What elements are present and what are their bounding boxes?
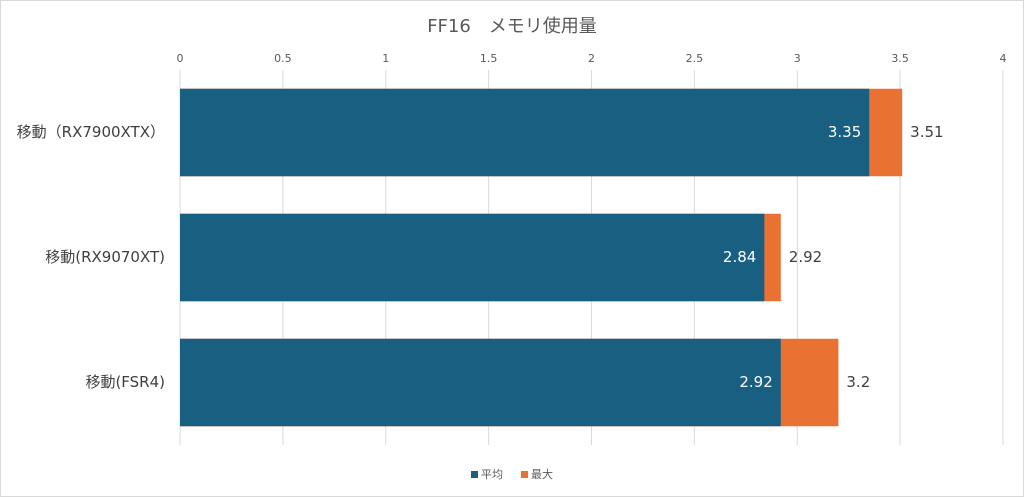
x-tick-label: 1.5 bbox=[480, 52, 498, 65]
x-tick-label: 4 bbox=[1000, 52, 1007, 65]
x-tick-label: 0 bbox=[177, 52, 184, 65]
data-label: 2.92 bbox=[789, 248, 822, 266]
y-tick-label: 移動(FSR4) bbox=[85, 373, 165, 391]
legend-swatch bbox=[471, 471, 478, 478]
data-label: 3.35 bbox=[828, 123, 861, 141]
x-tick-label: 3 bbox=[794, 52, 801, 65]
data-label: 2.84 bbox=[723, 248, 756, 266]
data-label: 3.2 bbox=[846, 373, 870, 391]
chart-title: FF16 メモリ使用量 bbox=[427, 16, 597, 37]
bar bbox=[180, 338, 781, 427]
x-tick-label: 2.5 bbox=[686, 52, 704, 65]
bar bbox=[180, 213, 765, 302]
x-tick-label: 1 bbox=[382, 52, 389, 65]
legend-swatch bbox=[521, 471, 528, 478]
x-tick-label: 0.5 bbox=[274, 52, 292, 65]
y-tick-label: 移動（RX7900XTX） bbox=[17, 123, 165, 141]
x-tick-label: 2 bbox=[588, 52, 595, 65]
legend-label: 最大 bbox=[531, 467, 553, 481]
data-label: 3.51 bbox=[910, 123, 943, 141]
y-tick-label: 移動(RX9070XT) bbox=[45, 248, 165, 266]
x-tick-label: 3.5 bbox=[891, 52, 909, 65]
bar bbox=[180, 88, 870, 177]
legend-label: 平均 bbox=[481, 468, 503, 481]
data-label: 2.92 bbox=[739, 373, 772, 391]
